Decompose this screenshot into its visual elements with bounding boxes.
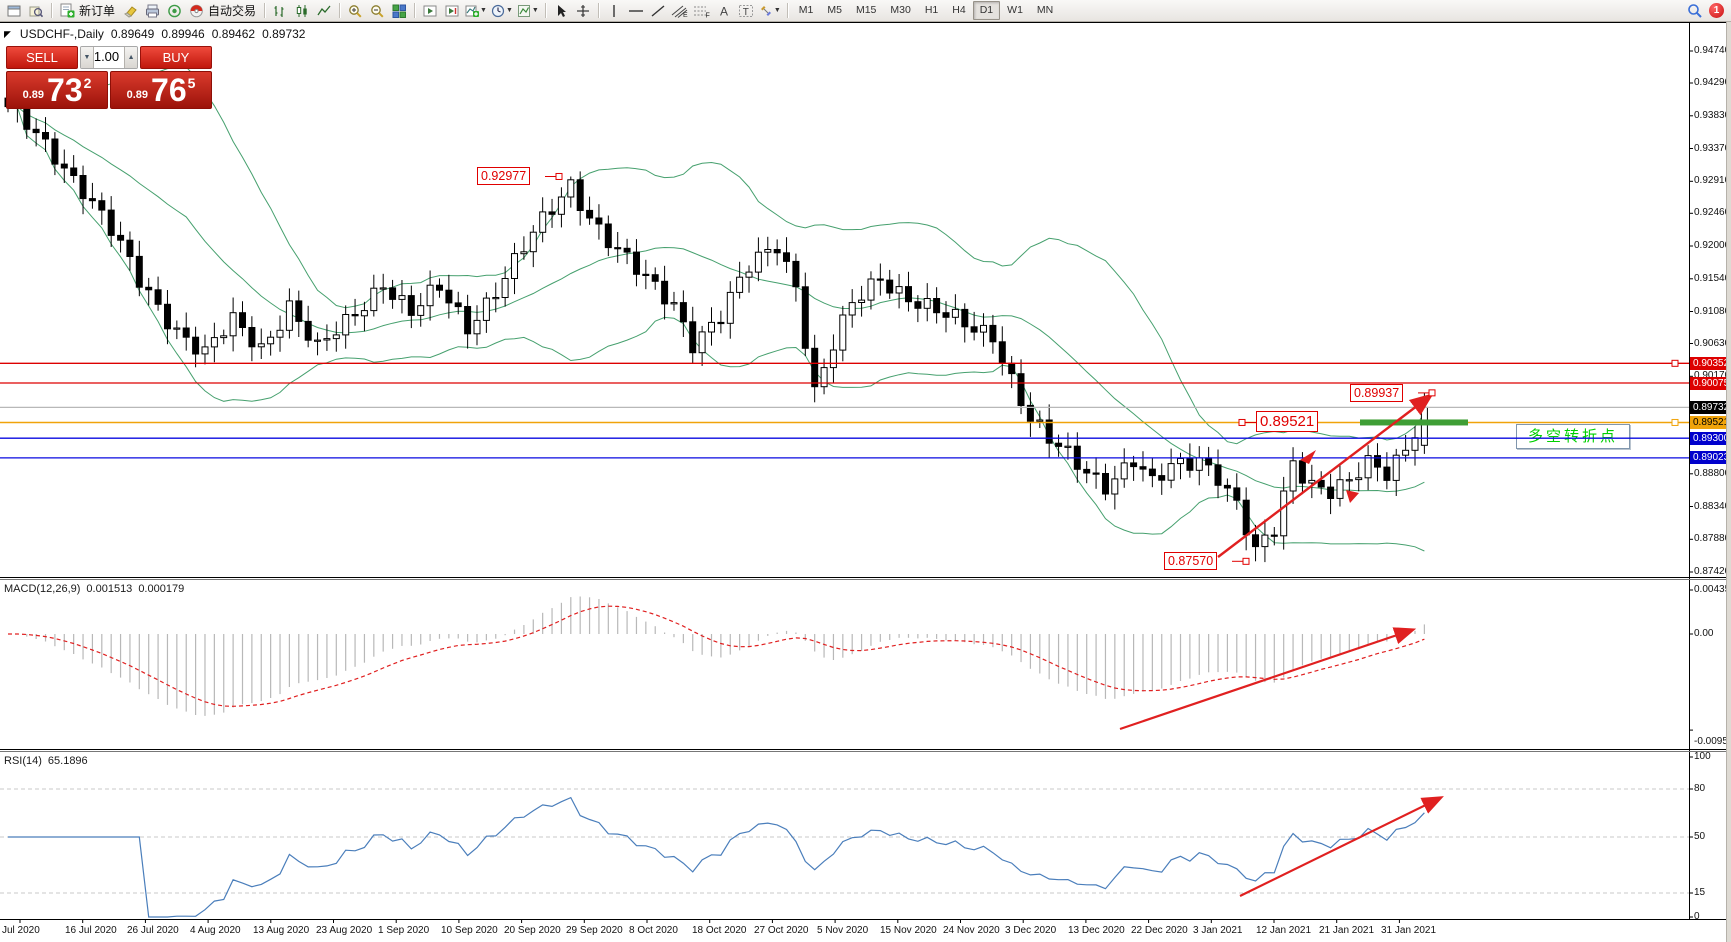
tf-button-M30[interactable]: M30: [890, 4, 911, 16]
label-icon[interactable]: T: [735, 2, 757, 20]
print-icon[interactable]: [141, 2, 163, 20]
svg-text:A: A: [720, 4, 728, 18]
chart-profile-icon[interactable]: [25, 2, 47, 20]
sell-price-display[interactable]: 0.89 73 2: [6, 71, 108, 109]
fibonacci-icon[interactable]: F: [691, 2, 713, 20]
search-icon[interactable]: [1687, 3, 1703, 19]
symbol-name: USDCHF-,Daily: [19, 27, 104, 41]
zoom-in-icon[interactable]: [344, 2, 366, 20]
toolbar-separator: [51, 3, 52, 18]
notification-icon[interactable]: 1: [1709, 3, 1724, 18]
symbol-info-line: ◤ USDCHF-,Daily 0.89649 0.89946 0.89462 …: [4, 27, 305, 41]
cursor-icon[interactable]: [550, 2, 572, 20]
equidistant-channel-icon[interactable]: E: [669, 2, 691, 20]
sell-price-main: 73: [47, 72, 83, 108]
symbol-marker-icon: ◤: [4, 28, 11, 39]
bar-chart-icon[interactable]: [269, 2, 291, 20]
arrows-icon[interactable]: ▼: [757, 2, 783, 20]
buy-price-display[interactable]: 0.89 76 5: [110, 71, 212, 109]
rsi-name: RSI(14): [4, 755, 42, 767]
bollinger-bands: [7, 66, 1425, 552]
tf-button-M15[interactable]: M15: [855, 4, 877, 16]
trendline-icon[interactable]: [647, 2, 669, 20]
candlestick-chart-icon[interactable]: [291, 2, 313, 20]
chart-autoscroll-icon[interactable]: [441, 2, 463, 20]
macd-value2: 0.000179: [138, 583, 185, 595]
volume-control: ▼ 1.00 ▲: [80, 46, 138, 69]
toolbar-separator: [414, 3, 416, 18]
tf-button-W1[interactable]: W1: [1007, 4, 1023, 16]
buy-button[interactable]: BUY: [140, 46, 212, 69]
small-arrow-up: [1300, 450, 1316, 464]
buy-price-prefix: 0.89: [126, 89, 149, 101]
window-right-edge: [1726, 22, 1731, 942]
toolbar: 新订单 自动交易 ▼ ▼ ▼: [0, 0, 1731, 22]
crosshair-icon[interactable]: [572, 2, 594, 20]
volume-decrease-button[interactable]: ▼: [81, 47, 94, 68]
line-chart-icon[interactable]: [313, 2, 335, 20]
tf-button-MN[interactable]: MN: [1036, 4, 1054, 16]
tf-button-M5[interactable]: M5: [827, 4, 842, 16]
bar-high: 0.89946: [161, 27, 205, 41]
svg-text:E: E: [683, 12, 688, 18]
macd-label: MACD(12,26,9) 0.001513 0.000179: [4, 583, 184, 595]
templates-icon[interactable]: ▼: [515, 2, 541, 20]
tf-button-M1[interactable]: M1: [798, 4, 814, 16]
macd-signal-line: [8, 605, 1425, 707]
buy-price-pip: 5: [187, 75, 196, 91]
tf-button-H1[interactable]: H1: [924, 4, 939, 16]
annotation-box[interactable]: 多空转折点: [1516, 424, 1630, 449]
rsi-label: RSI(14) 65.1896: [4, 755, 88, 767]
macd-histogram: [26, 596, 1425, 716]
sell-button[interactable]: SELL: [6, 46, 78, 69]
trend-arrow-macd: [1119, 627, 1417, 731]
svg-text:F: F: [705, 12, 709, 18]
timeframe-group: M1 M5 M15 M30 H1 H4 D1 W1 MN: [792, 1, 1060, 20]
macd-name: MACD(12,26,9): [4, 583, 81, 595]
add-indicator-icon[interactable]: ▼: [463, 2, 489, 20]
new-order-label[interactable]: 新订单: [79, 4, 116, 18]
pivot-green-bar: [1360, 419, 1468, 426]
svg-text:T: T: [743, 6, 749, 17]
bar-close: 0.89732: [262, 27, 306, 41]
sell-price-pip: 2: [83, 75, 92, 91]
small-arrow-down: [1346, 490, 1359, 503]
toolbar-right: 1: [1687, 3, 1728, 19]
chart-shift-icon[interactable]: [419, 2, 441, 20]
tf-button-H4[interactable]: H4: [952, 4, 966, 16]
rsi-value: 65.1896: [47, 755, 88, 767]
zoom-out-icon[interactable]: [366, 2, 388, 20]
buy-price-main: 76: [151, 72, 187, 108]
vertical-line-icon[interactable]: [603, 2, 625, 20]
one-click-trading-panel: SELL ▼ 1.00 ▲ BUY 0.89 73 2 0.89 76 5: [6, 46, 212, 109]
toolbar-separator: [339, 3, 341, 18]
bar-low: 0.89462: [211, 27, 256, 41]
toolbar-separator: [786, 3, 788, 18]
trend-arrow-main: [1217, 393, 1434, 558]
tile-windows-icon[interactable]: [388, 2, 410, 20]
toolbar-separator: [544, 3, 546, 18]
bar-open: 0.89649: [110, 27, 155, 41]
toolbar-separator: [264, 3, 266, 18]
volume-input[interactable]: 1.00: [93, 49, 120, 64]
sell-price-prefix: 0.89: [22, 89, 45, 101]
text-icon[interactable]: A: [713, 2, 735, 20]
news-icon[interactable]: [163, 2, 185, 20]
periods-icon[interactable]: ▼: [489, 2, 515, 20]
tf-button-D1[interactable]: D1: [972, 1, 1001, 20]
toolbar-separator: [597, 3, 599, 18]
macd-value1: 0.001513: [86, 583, 133, 595]
rsi-line: [8, 796, 1425, 918]
autotrading-icon[interactable]: [185, 2, 207, 20]
autotrading-label[interactable]: 自动交易: [208, 4, 257, 18]
volume-increase-button[interactable]: ▲: [124, 47, 137, 68]
candles: [4, 91, 1428, 563]
horizontal-line-icon[interactable]: [625, 2, 647, 20]
eraser-icon[interactable]: [119, 2, 141, 20]
new-order-icon[interactable]: [56, 2, 78, 20]
trend-arrow-rsi: [1239, 796, 1444, 897]
chart-window-icon[interactable]: [3, 2, 25, 20]
